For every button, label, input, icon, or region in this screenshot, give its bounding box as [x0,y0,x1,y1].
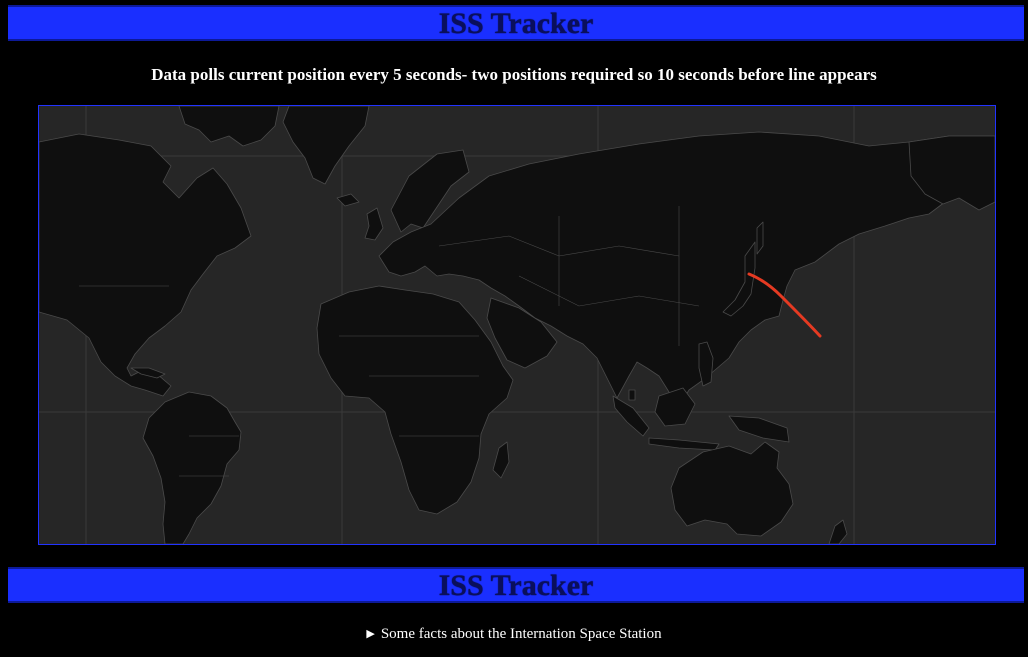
africa [316,285,514,515]
new-guinea [728,415,790,443]
arabian-peninsula [486,297,558,369]
world-map[interactable] [38,105,996,545]
philippines [698,341,714,387]
north-america [39,133,252,397]
british-isles [364,207,384,241]
arctic-islands [178,106,280,147]
madagascar [492,441,510,479]
new-zealand [828,519,848,544]
scandinavia [390,149,470,233]
eurasia [378,131,995,407]
footer-title: ISS Tracker [438,569,594,602]
alaska [908,135,995,211]
greenland [282,106,370,185]
sri-lanka [628,389,636,401]
australia [670,441,794,537]
disclosure-triangle-icon[interactable]: ▶ [366,628,375,640]
borneo [654,387,696,427]
footer-banner: ISS Tracker [8,567,1024,603]
header-banner: ISS Tracker [8,5,1024,41]
facts-summary-label[interactable]: Some facts about the Internation Space S… [380,626,662,642]
polling-note: Data polls current position every 5 seco… [151,65,877,84]
iceland [336,193,360,207]
sakhalin [756,221,764,255]
map-canvas[interactable] [39,106,995,544]
sumatra [612,395,650,437]
south-america [142,391,242,544]
cuba [130,367,166,379]
page-title: ISS Tracker [438,7,594,40]
country-borders [79,206,700,477]
japan [722,241,756,317]
facts-details-toggle[interactable]: ▶ Some facts about the Internation Space … [0,624,1028,644]
iss-track-line [747,272,822,338]
